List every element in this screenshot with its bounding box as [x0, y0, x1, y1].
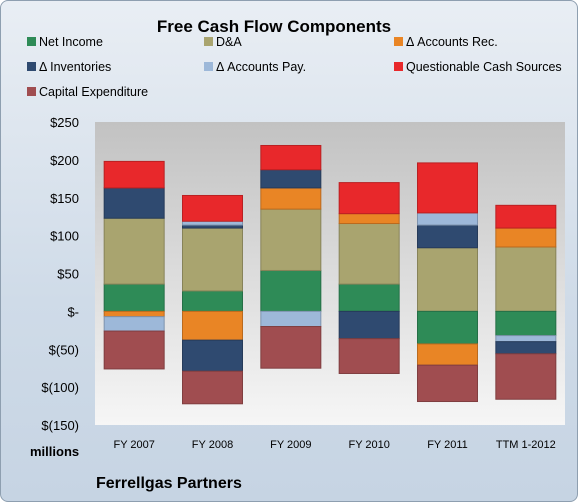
- bar-delta-inventories-fy-2009: [260, 169, 322, 189]
- legend-swatch-net-income: [27, 37, 36, 46]
- bar-questionable-cash-sources-fy-2008: [182, 194, 243, 222]
- bar-d-a-fy-2010: [338, 223, 400, 285]
- legend-label-delta-accounts-pay: Δ Accounts Pay.: [216, 60, 306, 74]
- legend-label-delta-accounts-rec: Δ Accounts Rec.: [406, 35, 498, 49]
- bar-d-a-ttm-1-2012: [495, 246, 557, 312]
- bar-capital-expenditure-fy-2008: [182, 370, 243, 405]
- bar-questionable-cash-sources-fy-2011: [417, 162, 478, 214]
- bar-delta-accounts-rec-fy-2007: [103, 310, 165, 318]
- bar-delta-accounts-rec-fy-2011: [417, 343, 478, 366]
- bar-questionable-cash-sources-fy-2010: [338, 182, 400, 215]
- bar-net-income-fy-2007: [103, 283, 165, 312]
- legend-swatch-delta-accounts-rec: [394, 37, 403, 46]
- bar-delta-accounts-pay-fy-2009: [260, 310, 322, 328]
- bar-net-income-fy-2010: [338, 283, 400, 312]
- legend: Net Income D&A Δ Accounts Rec. Δ Inventorie…: [27, 35, 562, 99]
- bar-capital-expenditure-fy-2007: [103, 330, 165, 370]
- bar-net-income-fy-2008: [182, 290, 243, 312]
- legend-label-delta-inventories: Δ Inventories: [39, 60, 111, 74]
- bar-delta-inventories-fy-2011: [417, 224, 478, 249]
- x-tick-label: FY 2010: [348, 439, 389, 451]
- company-name: Ferrellgas Partners: [96, 475, 242, 492]
- bar-delta-inventories-fy-2007: [103, 187, 165, 219]
- legend-swatch-capital-expenditure: [27, 87, 36, 96]
- bar-d-a-fy-2011: [417, 247, 478, 312]
- bar-d-a-fy-2008: [182, 227, 243, 292]
- bar-questionable-cash-sources-fy-2007: [103, 160, 165, 189]
- bar-net-income-fy-2011: [417, 310, 478, 345]
- bar-questionable-cash-sources-fy-2009: [260, 144, 322, 171]
- y-tick-label: $50: [57, 267, 79, 282]
- y-tick-label: $(50): [49, 342, 79, 357]
- legend-swatch-questionable-cash-sources: [394, 62, 403, 71]
- x-tick-label: FY 2007: [113, 439, 154, 451]
- bar-delta-accounts-rec-ttm-1-2012: [495, 227, 557, 248]
- y-axis: $250 $200 $150 $100 $50 $- $(50) $(100) $(150): [41, 115, 79, 433]
- chart-title: Free Cash Flow Components: [157, 17, 391, 36]
- legend-label-d-a: D&A: [216, 35, 242, 49]
- legend-swatch-delta-inventories: [27, 62, 36, 71]
- bar-delta-accounts-rec-fy-2008: [182, 310, 243, 341]
- bar-delta-inventories-fy-2010: [338, 310, 400, 340]
- bar-delta-accounts-pay-fy-2011: [417, 212, 478, 226]
- legend-label-questionable-cash-sources: Questionable Cash Sources: [406, 60, 562, 74]
- bar-delta-accounts-rec-fy-2009: [260, 187, 322, 210]
- legend-swatch-d-a: [204, 37, 213, 46]
- x-axis: FY 2007 FY 2008 FY 2009 FY 2010 FY 2011 TTM 1…: [113, 439, 555, 451]
- y-tick-label: $250: [50, 115, 79, 130]
- legend-swatch-delta-accounts-pay: [204, 62, 213, 71]
- bar-questionable-cash-sources-ttm-1-2012: [495, 204, 557, 229]
- y-tick-label: $100: [50, 229, 79, 244]
- bar-delta-accounts-pay-fy-2007: [103, 316, 165, 332]
- bar-capital-expenditure-fy-2009: [260, 326, 322, 369]
- y-tick-label: $(100): [41, 380, 79, 395]
- x-tick-label: TTM 1-2012: [496, 439, 556, 451]
- bar-net-income-ttm-1-2012: [495, 310, 557, 337]
- bars: [103, 144, 557, 405]
- y-tick-label: $(150): [41, 418, 79, 433]
- bar-delta-accounts-rec-fy-2010: [338, 213, 400, 225]
- plot-area: [95, 122, 565, 425]
- x-tick-label: FY 2008: [192, 439, 233, 451]
- bar-d-a-fy-2007: [103, 217, 165, 285]
- y-tick-label: $150: [50, 191, 79, 206]
- bar-capital-expenditure-ttm-1-2012: [495, 353, 557, 400]
- y-tick-label: $-: [67, 304, 79, 319]
- bar-delta-accounts-pay-ttm-1-2012: [495, 335, 557, 343]
- bar-delta-accounts-pay-fy-2008: [182, 220, 243, 226]
- bar-delta-inventories-ttm-1-2012: [495, 341, 557, 355]
- legend-label-capital-expenditure: Capital Expenditure: [39, 85, 148, 99]
- bar-capital-expenditure-fy-2011: [417, 364, 478, 403]
- x-tick-label: FY 2009: [270, 439, 311, 451]
- units-label: millions: [30, 444, 79, 459]
- y-tick-label: $200: [50, 153, 79, 168]
- bar-capital-expenditure-fy-2010: [338, 338, 400, 374]
- bar-delta-inventories-fy-2008: [182, 339, 243, 372]
- x-tick-label: FY 2011: [427, 439, 468, 451]
- legend-label-net-income: Net Income: [39, 35, 103, 49]
- bar-net-income-fy-2009: [260, 269, 322, 312]
- bar-d-a-fy-2009: [260, 208, 322, 271]
